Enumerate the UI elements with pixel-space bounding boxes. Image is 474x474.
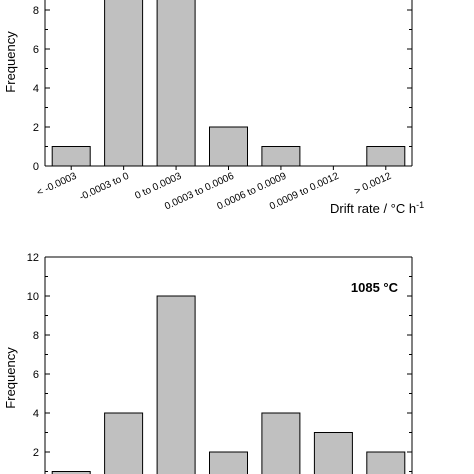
top-y-axis-label: Frequency <box>3 31 18 93</box>
bottom-y-tick-label-2: 2 <box>33 447 39 459</box>
bottom-bar-3 <box>156 295 196 474</box>
top-x-axis-label-superscript: -1 <box>416 200 424 210</box>
bottom-histogram-panel: Frequency 1085 °C 2 4 6 8 10 12 <box>3 252 413 474</box>
top-y-tick-label-8: 8 <box>33 5 39 17</box>
top-bar-7 <box>366 146 406 167</box>
top-bar-1 <box>51 146 91 167</box>
bottom-y-tick-label-10: 10 <box>27 291 39 303</box>
top-y-tick-label-6: 6 <box>33 44 39 56</box>
bottom-bar-5 <box>261 412 301 474</box>
bottom-y-axis-label: Frequency <box>3 347 18 409</box>
bottom-bar-7 <box>366 451 406 474</box>
bottom-y-tick-label-8: 8 <box>33 330 39 342</box>
bottom-y-tick-label-6: 6 <box>33 369 39 381</box>
top-x-axis-label: Drift rate / °C h-1 <box>330 200 424 216</box>
bottom-bar-6 <box>313 432 353 474</box>
top-y-tick-label-0: 0 <box>33 161 39 173</box>
top-x-tick-label-1: < -0.0003 <box>35 171 79 199</box>
top-bar-5 <box>261 146 301 167</box>
bottom-y-tick-label-4: 4 <box>33 408 39 420</box>
top-x-tick-label-2: -0.0003 to 0 <box>78 171 131 204</box>
top-bar-4 <box>209 126 248 167</box>
top-x-tick-label-7: > 0.0012 <box>353 171 394 198</box>
bottom-bar-1 <box>51 471 91 474</box>
bottom-y-tick-label-12: 12 <box>27 252 39 264</box>
temperature-annotation: 1085 °C <box>351 280 399 295</box>
top-y-tick-label-4: 4 <box>33 83 39 95</box>
bottom-bar-4 <box>209 451 248 474</box>
bottom-bar-2 <box>104 412 144 474</box>
top-bar-2 <box>104 0 144 167</box>
top-bar-3 <box>156 0 196 167</box>
top-y-tick-label-2: 2 <box>33 122 39 134</box>
top-histogram-panel: Frequency Drift rate / °C h-1 0 2 4 6 8 < -0.… <box>3 0 424 216</box>
